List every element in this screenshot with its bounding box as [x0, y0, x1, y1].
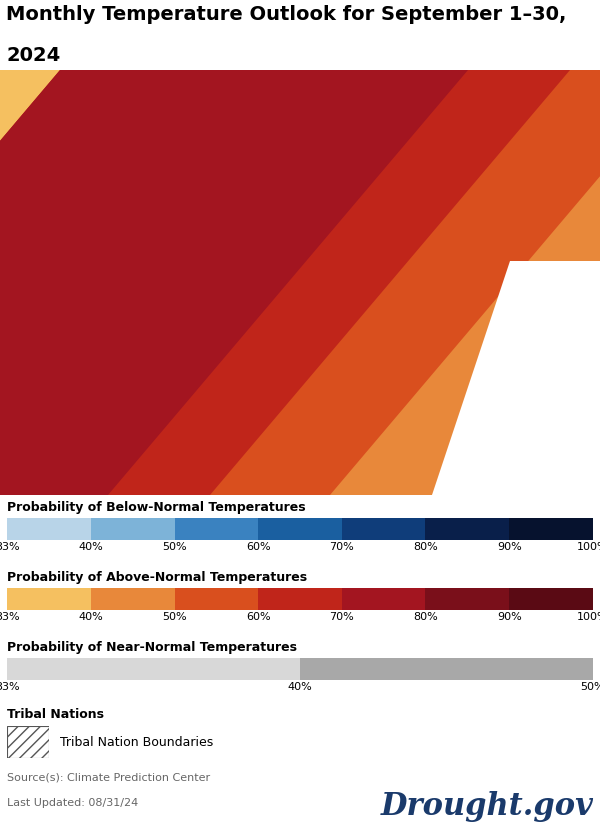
Bar — [425, 588, 509, 610]
Text: 40%: 40% — [287, 682, 313, 692]
Bar — [342, 588, 425, 610]
Bar — [91, 588, 175, 610]
Text: 90%: 90% — [497, 612, 521, 622]
Text: 80%: 80% — [413, 612, 438, 622]
Text: 33%: 33% — [0, 682, 20, 692]
Bar — [91, 518, 175, 540]
Bar — [258, 588, 342, 610]
Bar — [509, 518, 593, 540]
Text: 33%: 33% — [0, 542, 20, 552]
Text: 100%: 100% — [577, 612, 600, 622]
Text: Source(s): Climate Prediction Center: Source(s): Climate Prediction Center — [7, 772, 211, 782]
Polygon shape — [432, 261, 600, 495]
Text: Tribal Nation Boundaries: Tribal Nation Boundaries — [60, 736, 213, 748]
Text: Probability of Near-Normal Temperatures: Probability of Near-Normal Temperatures — [7, 640, 297, 654]
Text: 50%: 50% — [580, 682, 600, 692]
Text: 60%: 60% — [246, 612, 271, 622]
Bar — [7, 658, 300, 680]
Text: 80%: 80% — [413, 542, 438, 552]
Text: Probability of Below-Normal Temperatures: Probability of Below-Normal Temperatures — [7, 500, 306, 514]
Polygon shape — [0, 70, 570, 495]
Bar — [425, 518, 509, 540]
Text: 40%: 40% — [79, 612, 103, 622]
Polygon shape — [150, 70, 600, 495]
Text: 60%: 60% — [246, 542, 271, 552]
Text: Last Updated: 08/31/24: Last Updated: 08/31/24 — [7, 798, 139, 808]
Bar — [7, 588, 91, 610]
Text: 50%: 50% — [162, 612, 187, 622]
Bar — [7, 518, 91, 540]
Bar — [300, 658, 593, 680]
Text: Drought.gov: Drought.gov — [381, 792, 594, 822]
Text: 33%: 33% — [0, 612, 20, 622]
Bar — [175, 588, 258, 610]
Polygon shape — [30, 70, 600, 495]
Bar — [509, 588, 593, 610]
Text: 100%: 100% — [577, 542, 600, 552]
Text: Tribal Nations: Tribal Nations — [7, 709, 104, 721]
Text: 50%: 50% — [162, 542, 187, 552]
Bar — [342, 518, 425, 540]
Text: 90%: 90% — [497, 542, 521, 552]
Text: Probability of Above-Normal Temperatures: Probability of Above-Normal Temperatures — [7, 570, 307, 584]
Bar — [175, 518, 258, 540]
Text: 70%: 70% — [329, 542, 354, 552]
Text: Monthly Temperature Outlook for September 1–30,: Monthly Temperature Outlook for Septembe… — [6, 5, 566, 24]
Text: 70%: 70% — [329, 612, 354, 622]
Text: 2024: 2024 — [6, 46, 60, 64]
Polygon shape — [0, 70, 468, 495]
Bar — [258, 518, 342, 540]
Text: 40%: 40% — [79, 542, 103, 552]
